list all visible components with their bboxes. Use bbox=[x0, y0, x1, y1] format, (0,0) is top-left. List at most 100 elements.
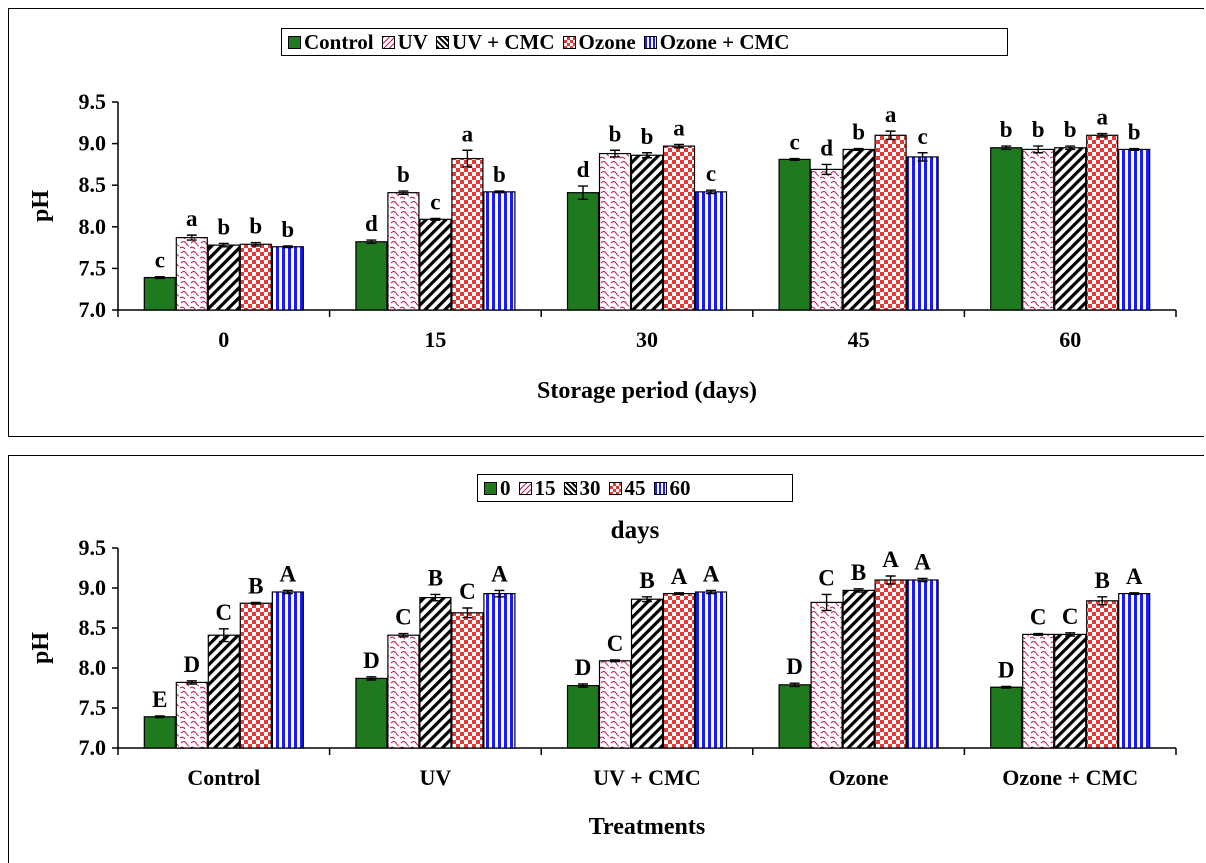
legend-item: 30 bbox=[563, 476, 601, 501]
significance-letter: a bbox=[885, 102, 897, 127]
significance-letter: b bbox=[1032, 117, 1045, 142]
bar bbox=[143, 276, 176, 311]
error-bar bbox=[1033, 632, 1044, 636]
chart1-legend: Control UV UV + CMC Ozone Ozone + CMC bbox=[281, 28, 1008, 56]
significance-letter: D bbox=[998, 657, 1015, 682]
legend-label: 15 bbox=[534, 475, 556, 500]
bar bbox=[175, 237, 208, 311]
legend-item: Ozone + CMC bbox=[643, 30, 789, 55]
error-bar bbox=[1129, 147, 1140, 151]
x-axis-label: Treatments bbox=[589, 814, 705, 840]
x-category-label: 45 bbox=[848, 327, 870, 352]
y-tick-label: 8.0 bbox=[79, 214, 107, 239]
bar bbox=[990, 147, 1023, 311]
error-bar bbox=[706, 589, 716, 595]
significance-letter: b bbox=[1128, 120, 1141, 145]
significance-letter: D bbox=[786, 654, 803, 679]
legend-item: Ozone bbox=[562, 30, 636, 55]
significance-letter: B bbox=[248, 573, 263, 598]
bar bbox=[239, 243, 272, 311]
significance-letter: D bbox=[363, 648, 380, 673]
y-axis-label: pH bbox=[28, 632, 54, 664]
bar bbox=[842, 589, 875, 749]
bar bbox=[355, 677, 388, 749]
error-bar bbox=[218, 628, 229, 643]
significance-letter: c bbox=[706, 161, 716, 186]
legend-label: 60 bbox=[669, 475, 691, 500]
significance-letter: C bbox=[395, 605, 412, 630]
bar bbox=[451, 157, 484, 311]
bar bbox=[906, 579, 939, 749]
bar bbox=[207, 634, 240, 749]
legend-item: 0 bbox=[484, 476, 511, 501]
error-bar bbox=[494, 589, 505, 598]
legend-label: UV bbox=[397, 29, 428, 54]
bar bbox=[419, 218, 452, 311]
bar bbox=[598, 660, 632, 749]
legend-swatch bbox=[643, 35, 657, 49]
error-bar bbox=[917, 577, 928, 583]
error-bar bbox=[282, 589, 293, 595]
significance-letter: C bbox=[1062, 604, 1079, 629]
x-category-label: Ozone + CMC bbox=[1002, 765, 1138, 790]
error-bar bbox=[1033, 145, 1044, 154]
error-bar bbox=[1065, 632, 1076, 637]
error-bar bbox=[789, 682, 800, 688]
error-bar bbox=[462, 149, 473, 168]
error-bar bbox=[917, 152, 928, 162]
bar bbox=[630, 154, 664, 311]
significance-letter: c bbox=[155, 248, 165, 273]
x-axis-label: Storage period (days) bbox=[537, 378, 757, 404]
error-bar bbox=[789, 157, 800, 161]
significance-letter: A bbox=[671, 564, 688, 589]
significance-letter: b bbox=[609, 121, 622, 146]
legend-swatch bbox=[562, 35, 576, 49]
significance-letter: b bbox=[249, 214, 262, 239]
significance-letter: A bbox=[1126, 564, 1143, 589]
significance-letter: a bbox=[1096, 105, 1108, 130]
legend-swatch bbox=[653, 481, 667, 495]
bar bbox=[990, 686, 1023, 749]
error-bar bbox=[494, 190, 505, 194]
bar bbox=[694, 591, 728, 749]
bar bbox=[662, 145, 696, 311]
legend-item: UV + CMC bbox=[435, 30, 555, 55]
bar bbox=[387, 192, 420, 311]
error-bar bbox=[885, 130, 896, 141]
error-bar bbox=[1097, 596, 1108, 606]
bar bbox=[419, 596, 452, 749]
significance-letter: a bbox=[186, 206, 198, 231]
error-bar bbox=[642, 596, 652, 603]
error-bar bbox=[366, 239, 377, 245]
error-bar bbox=[1001, 685, 1012, 689]
x-category-label: 30 bbox=[636, 327, 658, 352]
significance-letter: b bbox=[397, 162, 410, 187]
error-bar bbox=[282, 245, 293, 249]
bar bbox=[810, 601, 843, 749]
bar bbox=[842, 148, 875, 311]
error-bar bbox=[610, 659, 620, 663]
y-tick-label: 7.0 bbox=[79, 735, 107, 760]
error-bar bbox=[1129, 592, 1140, 596]
error-bar bbox=[1001, 145, 1012, 151]
legend-swatch bbox=[518, 481, 532, 495]
chart2-legend: 0 15 30 45 60 bbox=[477, 474, 793, 502]
significance-letter: D bbox=[183, 652, 200, 677]
legend-label: 45 bbox=[624, 475, 646, 500]
significance-letter: c bbox=[430, 189, 440, 214]
legend-swatch bbox=[608, 481, 622, 495]
significance-letter: C bbox=[459, 579, 476, 604]
error-bar bbox=[186, 680, 197, 685]
error-bar bbox=[430, 217, 441, 221]
error-bar bbox=[250, 241, 261, 247]
error-bar bbox=[674, 143, 684, 149]
error-bar bbox=[674, 592, 684, 596]
error-bar bbox=[706, 189, 716, 195]
y-tick-label: 9.5 bbox=[79, 89, 107, 114]
legend-swatch bbox=[563, 481, 577, 495]
significance-letter: b bbox=[641, 124, 654, 149]
bar bbox=[566, 192, 600, 311]
significance-letter: A bbox=[703, 561, 720, 586]
error-bar bbox=[821, 593, 832, 612]
significance-letter: C bbox=[818, 565, 835, 590]
